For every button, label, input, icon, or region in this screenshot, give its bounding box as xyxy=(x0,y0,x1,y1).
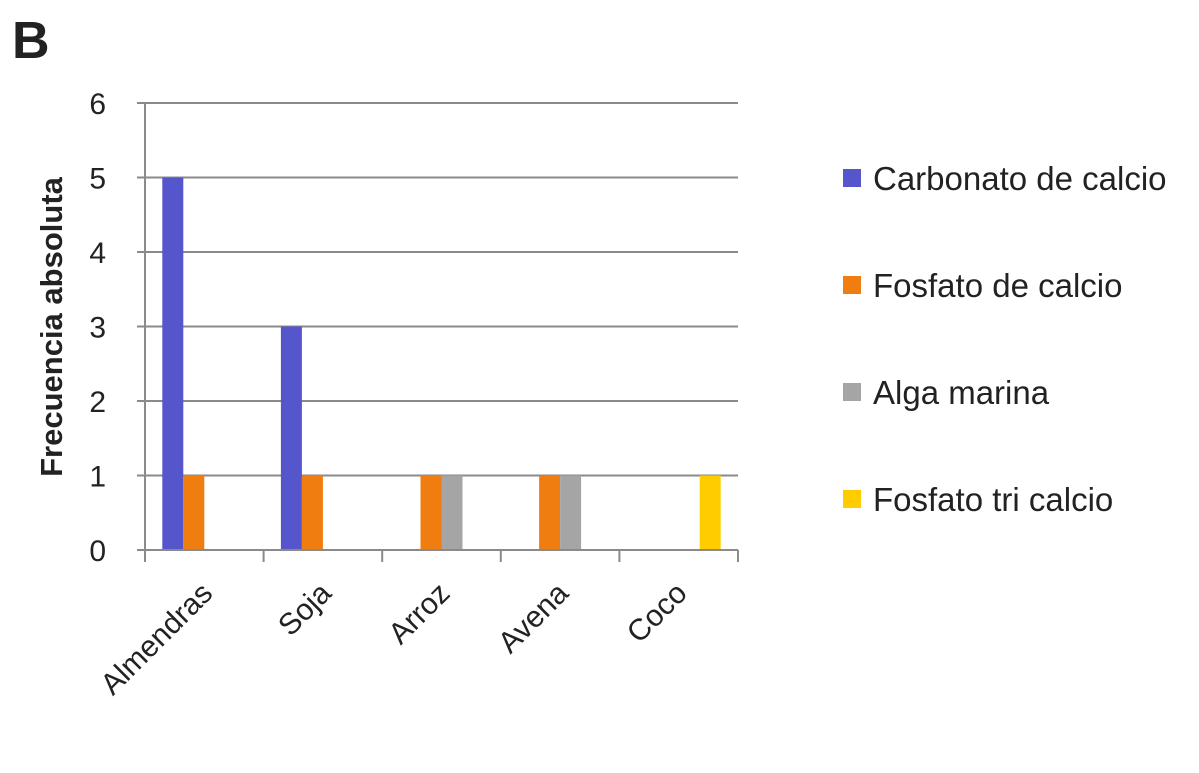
y-tick-label: 6 xyxy=(89,88,106,121)
y-tick-label: 5 xyxy=(89,163,106,196)
bar xyxy=(420,475,442,550)
legend-label: Fosfato de calcio xyxy=(873,267,1123,304)
y-tick-label: 1 xyxy=(89,461,106,494)
legend-swatch xyxy=(843,276,861,294)
legend-item: Carbonato de calcio xyxy=(843,158,1188,200)
y-axis-title: Frecuencia absoluta xyxy=(34,176,69,477)
bar xyxy=(162,177,184,550)
legend-label: Alga marina xyxy=(873,374,1050,411)
x-tick-label: Avena xyxy=(492,576,575,659)
legend-item: Alga marina xyxy=(843,372,1188,414)
x-tick-label: Coco xyxy=(621,577,694,650)
bar xyxy=(301,475,323,550)
legend-label: Fosfato tri calcio xyxy=(873,481,1114,518)
legend-item: Fosfato de calcio xyxy=(843,265,1188,307)
bar xyxy=(441,475,463,550)
bar xyxy=(560,475,582,550)
legend-label: Carbonato de calcio xyxy=(873,160,1167,197)
x-tick-label: Arroz xyxy=(382,577,456,651)
legend-swatch xyxy=(843,169,861,187)
x-tick-label: Almendras xyxy=(95,577,220,702)
legend-swatch xyxy=(843,383,861,401)
y-tick-label: 4 xyxy=(89,237,106,270)
legend-swatch xyxy=(843,490,861,508)
bar xyxy=(280,326,302,550)
bar xyxy=(183,475,205,550)
legend-item: Fosfato tri calcio xyxy=(843,479,1188,521)
y-tick-label: 3 xyxy=(89,312,106,345)
bar xyxy=(699,475,721,550)
y-tick-label: 0 xyxy=(89,535,106,568)
y-tick-label: 2 xyxy=(89,386,106,419)
bar xyxy=(539,475,561,550)
panel-label: B xyxy=(12,12,50,70)
x-tick-label: Soja xyxy=(272,576,338,642)
